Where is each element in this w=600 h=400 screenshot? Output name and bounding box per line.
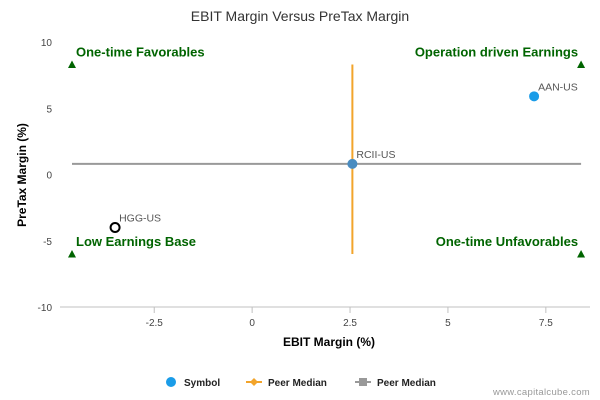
x-tick-label: 2.5 — [343, 318, 357, 329]
legend-square-icon — [359, 378, 367, 386]
legend-label: Symbol — [184, 378, 220, 389]
quadrant-marker — [577, 60, 586, 69]
legend: Symbol Peer Median Peer Median — [166, 377, 436, 389]
y-tick-label: -5 — [43, 237, 52, 248]
x-axis-title: EBIT Margin (%) — [283, 335, 375, 349]
x-tick-label: -2.5 — [146, 318, 164, 329]
legend-symbol-icon — [166, 377, 176, 387]
watermark: www.capitalcube.com — [492, 387, 590, 398]
x-tick-label: 0 — [249, 318, 255, 329]
quadrant-label: Low Earnings Base — [76, 234, 196, 249]
legend-diamond-icon — [250, 378, 258, 386]
x-tick-label: 7.5 — [539, 318, 553, 329]
y-tick-label: 0 — [46, 171, 52, 182]
quadrant-label: One-time Favorables — [76, 45, 205, 60]
data-point — [347, 158, 358, 169]
y-axis-ticks: 10 5 0 -5 -10 — [38, 38, 53, 314]
peer-median-lines — [72, 64, 582, 254]
data-point — [109, 222, 121, 233]
data-point — [529, 91, 540, 102]
legend-label: Peer Median — [268, 378, 327, 389]
data-point-label: RCII-US — [356, 149, 395, 161]
data-point-label: HGG-US — [119, 213, 161, 225]
quadrant-labels: One-time Favorables Operation driven Earn… — [68, 45, 586, 258]
y-tick-label: 5 — [46, 104, 52, 115]
y-tick-label: -10 — [38, 303, 53, 314]
quadrant-marker — [577, 250, 586, 258]
data-point-label: AAN-US — [538, 81, 578, 93]
y-tick-label: 10 — [41, 38, 53, 49]
quadrant-marker — [68, 250, 76, 258]
chart-title: EBIT Margin Versus PreTax Margin — [191, 8, 409, 24]
quadrant-label: Operation driven Earnings — [415, 45, 578, 60]
y-axis-title: PreTax Margin (%) — [15, 123, 29, 227]
quadrant-marker — [68, 60, 76, 69]
x-axis-ticks: -2.5 0 2.5 5 7.5 — [146, 307, 553, 329]
data-points: AAN-US RCII-US HGG-US — [109, 81, 578, 233]
quadrant-label: One-time Unfavorables — [436, 234, 578, 249]
x-tick-label: 5 — [445, 318, 451, 329]
legend-label: Peer Median — [377, 378, 436, 389]
